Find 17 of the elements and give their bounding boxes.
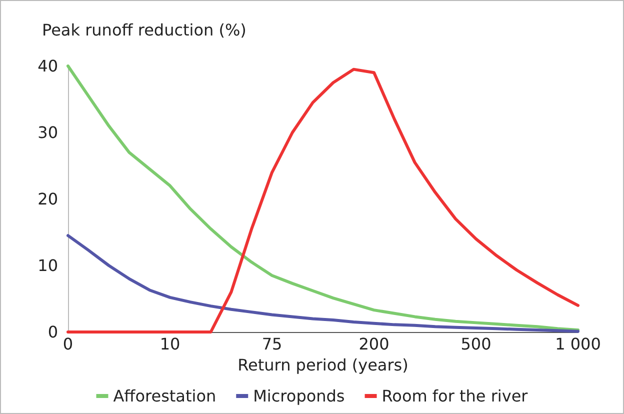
x-tick-label: 1 000	[555, 334, 601, 354]
x-tick-label: 200	[358, 334, 390, 354]
legend-label: Afforestation	[113, 386, 216, 406]
y-axis-title: Peak runoff reduction (%)	[42, 20, 246, 40]
y-tick-label: 20	[38, 190, 58, 208]
legend-label: Microponds	[253, 386, 345, 406]
legend-label: Room for the river	[382, 386, 528, 406]
y-tick-label: 30	[38, 123, 58, 142]
x-tick-label: 75	[262, 334, 282, 354]
x-tick-label: 0	[62, 334, 74, 354]
x-tick-label: 10	[160, 334, 180, 354]
y-tick-label: 10	[38, 256, 58, 275]
x-tick-label: 500	[460, 334, 492, 354]
line-series	[66, 234, 580, 333]
x-axis-title: Return period (years)	[238, 355, 408, 374]
y-tick-label: 40	[38, 56, 58, 76]
y-tick-label: 0	[48, 322, 58, 342]
